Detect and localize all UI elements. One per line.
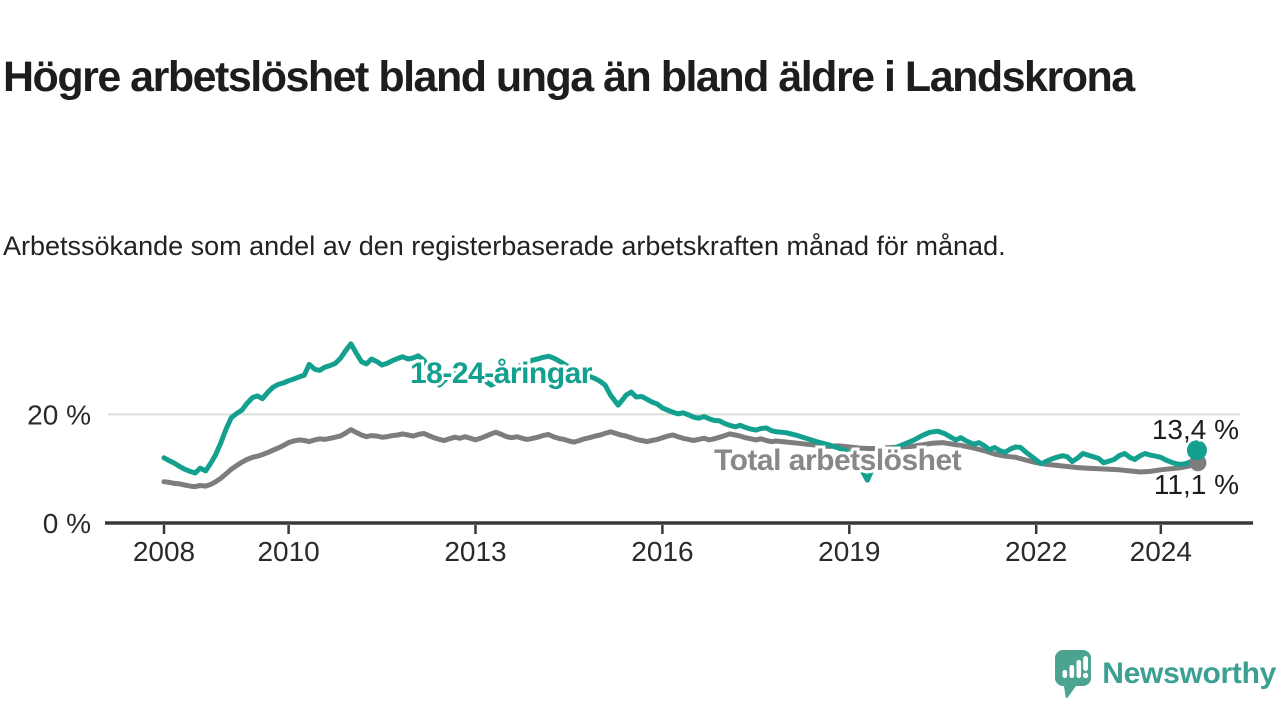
series-label-youth: 18-24-åringar (410, 357, 593, 390)
x-tick-label-2010: 2010 (257, 536, 319, 567)
series-label-total: Total arbetslöshet (714, 444, 962, 477)
x-tick-label-2013: 2013 (444, 536, 506, 567)
series-line-youth (161, 341, 1200, 483)
newsworthy-logo-text: Newsworthy (1102, 657, 1276, 690)
y-tick-label-20: 20 % (27, 399, 91, 430)
series-line-total (161, 427, 1200, 490)
newsworthy-logo-icon (1053, 648, 1093, 700)
x-tick-label-2022: 2022 (1005, 536, 1067, 567)
end-value-label-youth: 13,4 % (1152, 414, 1239, 445)
x-tick-label-2016: 2016 (631, 536, 693, 567)
chart-subtitle: Arbetssökande som andel av den registerb… (3, 231, 1006, 261)
x-tick-label-2019: 2019 (818, 536, 880, 567)
x-tick-label-2024: 2024 (1130, 536, 1192, 567)
end-value-label-total: 11,1 % (1154, 469, 1239, 500)
end-dot-youth (1186, 440, 1207, 461)
newsworthy-logo: Newsworthy (1053, 648, 1276, 700)
chart-title: Högre arbetslöshet bland unga än bland ä… (3, 52, 1135, 101)
x-tick-label-2008: 2008 (133, 536, 195, 567)
y-tick-label-0: 0 % (43, 508, 91, 539)
